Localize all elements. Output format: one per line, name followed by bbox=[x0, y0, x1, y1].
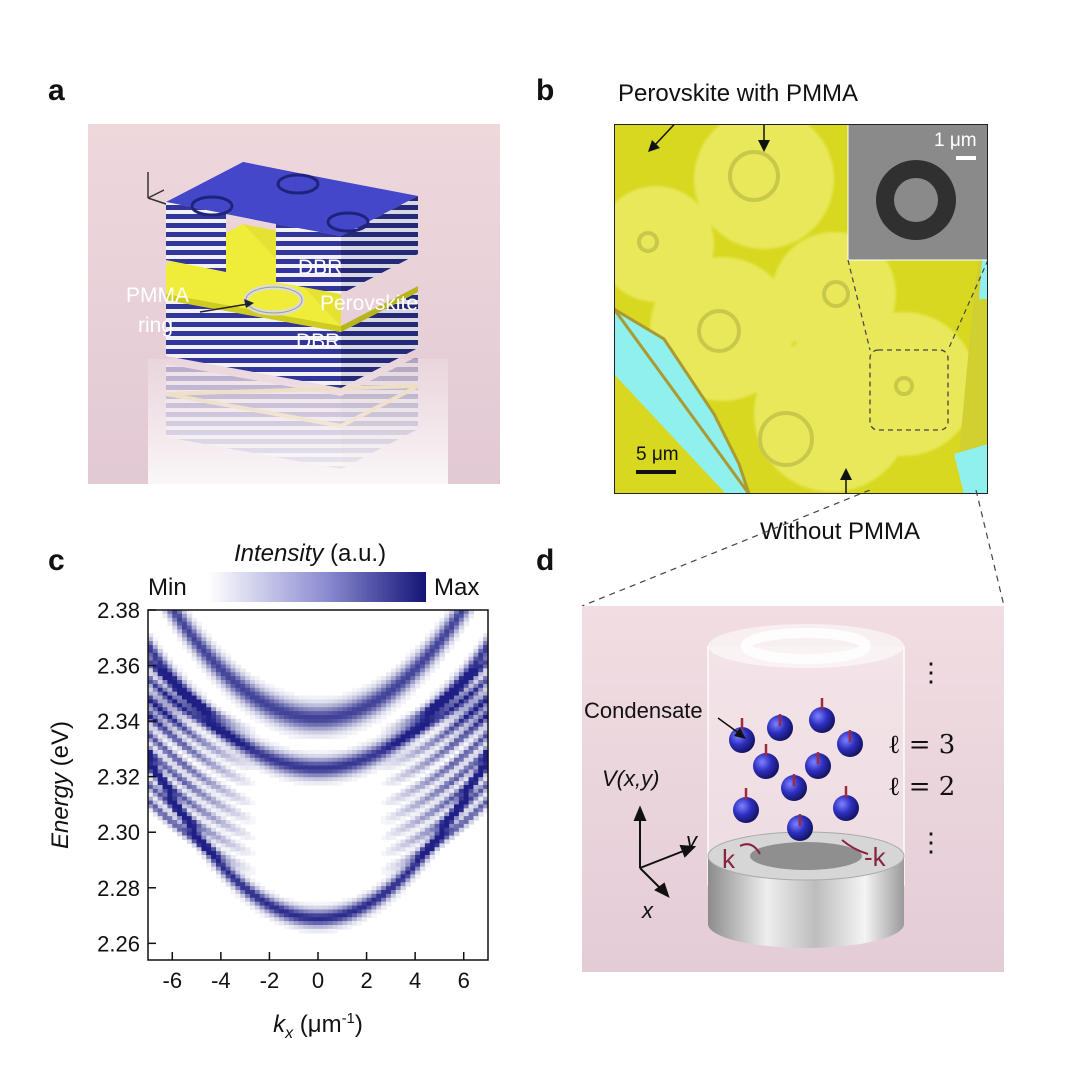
y-tick-label-2.32: 2.32 bbox=[97, 765, 140, 790]
panel-b-letter: b bbox=[536, 74, 555, 107]
condensate-particle bbox=[781, 775, 807, 801]
l2-label: ℓ = 2 bbox=[888, 772, 956, 802]
condensate-particle bbox=[753, 753, 779, 779]
axis-x-label: x bbox=[642, 898, 653, 923]
y-tick-label-2.34: 2.34 bbox=[97, 709, 140, 734]
y-axis-label: Energy (eV) bbox=[47, 721, 74, 849]
condensate-label: Condensate bbox=[584, 698, 703, 723]
panel-c-letter: c bbox=[48, 544, 65, 577]
x-tick-label--6: -6 bbox=[163, 968, 183, 993]
colorbar-min-label: Min bbox=[148, 574, 187, 601]
y-tick-label-2.28: 2.28 bbox=[97, 876, 140, 901]
k-right-label: -k bbox=[864, 842, 886, 872]
inset-scalebar-label: 1 μm bbox=[934, 130, 977, 151]
y-tick-label-2.38: 2.38 bbox=[97, 600, 140, 623]
y-tick-label-2.26: 2.26 bbox=[97, 931, 140, 956]
x-tick-label-2: 2 bbox=[360, 968, 372, 993]
heatmap-cells bbox=[148, 610, 489, 934]
condensate-illustration bbox=[582, 606, 1004, 972]
colorbar-title: Intensity (a.u.) bbox=[234, 540, 387, 567]
pmma-label: PMMA bbox=[126, 284, 189, 307]
condensate-particle bbox=[787, 815, 813, 841]
dispersion-heatmap: -6 -4 -2 0 2 4 6 2.38 2.36 2.34 2.32 2.30 2.28 2.26 En… bbox=[47, 598, 489, 1042]
panel-d-illustration: Condensate V(x,y) y x k -k ℓ = 3 ℓ = 2 ⋮… bbox=[582, 606, 1004, 972]
condensate-particle bbox=[837, 731, 863, 757]
condensate-particle bbox=[833, 795, 859, 821]
x-axis-label: kx (μm-1) bbox=[273, 1010, 363, 1042]
perovskite-label: Perovskite bbox=[320, 292, 419, 315]
without-pmma-label: Without PMMA bbox=[760, 518, 921, 545]
x-tick-label-0: 0 bbox=[312, 968, 324, 993]
condensate-particle bbox=[805, 753, 831, 779]
dbr-cavity-illustration bbox=[88, 124, 500, 484]
x-tick-label--2: -2 bbox=[260, 968, 280, 993]
dots-top: ⋮ bbox=[918, 658, 944, 688]
ring-label: ring bbox=[138, 314, 174, 337]
k-left-label: k bbox=[722, 844, 735, 874]
micrograph-image bbox=[598, 109, 989, 516]
condensate-particle bbox=[729, 727, 755, 753]
panel-c-chart: -6 -4 -2 0 2 4 6 2.38 2.36 2.34 2.32 2.30 2.28 2.26 En… bbox=[40, 598, 510, 1050]
condensate-particle bbox=[767, 715, 793, 741]
l3-label: ℓ = 3 bbox=[888, 730, 956, 760]
colorbar bbox=[208, 572, 426, 602]
condensate-particle bbox=[733, 797, 759, 823]
perovskite-with-pmma-label: Perovskite with PMMA bbox=[618, 80, 859, 107]
y-tick-label-2.30: 2.30 bbox=[97, 820, 140, 845]
main-scalebar-label: 5 μm bbox=[636, 444, 679, 465]
x-tick-label-6: 6 bbox=[458, 968, 470, 993]
panel-a-letter: a bbox=[48, 74, 65, 107]
y-tick-label-2.36: 2.36 bbox=[97, 654, 140, 679]
panel-a-illustration: DBR Perovskite DBR PMMA ring bbox=[88, 124, 500, 484]
dbr-bottom-label: DBR bbox=[296, 330, 341, 353]
potential-label: V(x,y) bbox=[602, 766, 660, 791]
zoom-dashed-lines bbox=[581, 490, 1005, 607]
dots-bottom: ⋮ bbox=[918, 828, 944, 858]
panel-b-micrograph: 1 μm 5 μm bbox=[598, 109, 989, 516]
x-tick-label-4: 4 bbox=[409, 968, 421, 993]
dbr-top-label: DBR bbox=[298, 256, 343, 279]
axis-y-label: y bbox=[686, 828, 697, 853]
panel-d-letter: d bbox=[536, 544, 555, 577]
condensate-particle bbox=[809, 707, 835, 733]
x-tick-label--4: -4 bbox=[211, 968, 231, 993]
colorbar-max-label: Max bbox=[434, 574, 480, 601]
